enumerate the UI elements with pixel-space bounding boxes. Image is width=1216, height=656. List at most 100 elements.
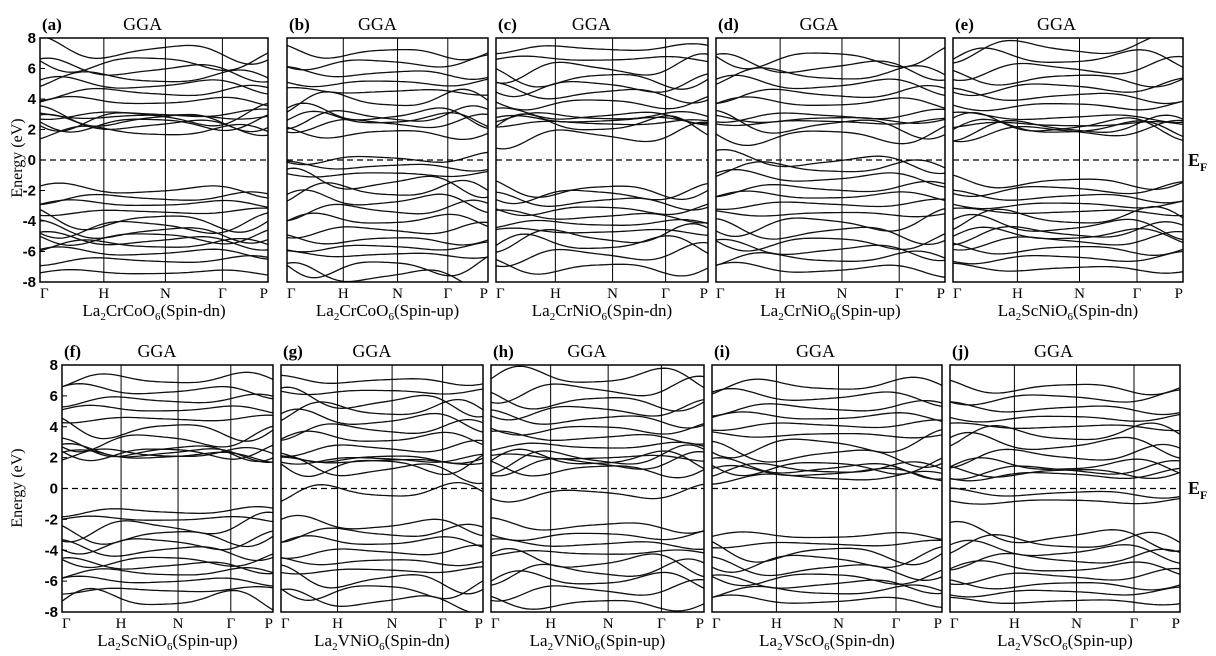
bands-group xyxy=(287,44,488,282)
x-tick-label: H xyxy=(338,286,349,302)
band-line xyxy=(62,414,273,424)
band-line xyxy=(496,107,708,125)
band-line xyxy=(62,417,273,442)
y-tick-label: 2 xyxy=(28,122,36,139)
band-line xyxy=(491,460,704,479)
panel-letter: (c) xyxy=(498,15,517,34)
compound-label: La2VScO6(Spin-up) xyxy=(997,631,1133,653)
band-line xyxy=(950,520,1180,552)
band-line xyxy=(491,422,704,436)
band-line xyxy=(950,422,1180,432)
band-line xyxy=(287,167,488,199)
x-tick-label: Γ xyxy=(226,616,235,632)
band-line xyxy=(953,120,1183,129)
x-tick-label: Γ xyxy=(438,616,447,632)
method-label: GGA xyxy=(358,14,397,34)
band-line xyxy=(491,398,704,421)
band-line xyxy=(40,75,268,95)
band-line xyxy=(40,57,268,83)
band-line xyxy=(62,587,273,611)
method-label: GGA xyxy=(352,341,391,361)
band-line xyxy=(712,440,942,469)
bands-group xyxy=(953,38,1183,274)
band-line xyxy=(712,457,942,477)
band-line xyxy=(40,208,268,233)
band-line xyxy=(40,114,268,133)
band-line xyxy=(712,531,942,541)
band-line xyxy=(950,579,1180,591)
band-line xyxy=(953,250,1183,265)
panel-letter: (h) xyxy=(493,342,514,361)
band-line xyxy=(62,383,273,400)
band-line xyxy=(953,262,1183,274)
panel-frame xyxy=(949,364,1181,613)
band-line xyxy=(281,514,483,537)
y-tick-label: 8 xyxy=(50,357,58,374)
band-line xyxy=(62,525,273,548)
band-line xyxy=(496,114,708,126)
band-line xyxy=(716,125,945,147)
band-line xyxy=(953,111,1183,124)
compound-label: La2CrNiO6(Spin-dn) xyxy=(532,301,672,323)
y-tick-label: 4 xyxy=(50,419,59,436)
band-line xyxy=(491,558,704,586)
x-tick-label: P xyxy=(480,286,488,302)
band-line xyxy=(62,437,273,463)
band-line xyxy=(950,379,1180,396)
band-line xyxy=(950,459,1180,480)
band-line xyxy=(40,108,268,121)
band-line xyxy=(287,179,488,202)
band-line xyxy=(40,112,268,120)
band-line xyxy=(62,404,273,414)
band-line xyxy=(281,398,483,422)
x-tick-label: P xyxy=(475,616,483,632)
x-tick-label: H xyxy=(1012,286,1023,302)
band-line xyxy=(716,190,945,202)
x-tick-label: Γ xyxy=(892,616,901,632)
method-label: GGA xyxy=(800,14,839,34)
band-line xyxy=(287,78,488,88)
band-line xyxy=(496,110,708,123)
band-line xyxy=(950,443,1180,469)
x-tick-label: Γ xyxy=(657,616,666,632)
band-line xyxy=(950,531,1180,554)
x-tick-label: N xyxy=(1071,616,1082,632)
band-line xyxy=(496,55,708,63)
y-tick-label: 6 xyxy=(28,61,36,78)
bands-group xyxy=(281,374,483,612)
band-line xyxy=(953,38,1183,64)
compound-label: La2CrNiO6(Spin-up) xyxy=(760,301,900,323)
panel-letter: (j) xyxy=(952,342,969,361)
band-line xyxy=(40,230,268,251)
band-line xyxy=(712,411,942,423)
method-label: GGA xyxy=(572,14,611,34)
band-line xyxy=(40,255,268,267)
band-line xyxy=(496,191,708,211)
band-line xyxy=(716,238,945,262)
panel-letter: (b) xyxy=(289,15,310,34)
band-line xyxy=(950,596,1180,606)
x-tick-label: Γ xyxy=(491,616,500,632)
band-line xyxy=(281,580,483,601)
band-line xyxy=(40,105,268,133)
band-line xyxy=(491,538,704,550)
compound-label: La2ScNiO6(Spin-dn) xyxy=(998,301,1138,323)
panel-frame xyxy=(711,364,943,613)
band-line xyxy=(496,43,708,55)
band-line xyxy=(491,595,704,612)
band-line xyxy=(62,443,273,464)
band-line xyxy=(287,241,488,253)
fermi-label-bottom: EF xyxy=(1188,478,1207,502)
band-line xyxy=(287,102,488,130)
band-line xyxy=(953,174,1183,191)
y-tick-label: -4 xyxy=(23,213,37,230)
band-line xyxy=(950,457,1180,474)
band-line xyxy=(62,575,273,587)
panel-frame xyxy=(715,37,946,283)
band-line xyxy=(716,53,945,81)
band-line xyxy=(953,189,1183,204)
x-tick-label: P xyxy=(1172,616,1180,632)
x-tick-label: Γ xyxy=(1130,616,1139,632)
x-tick-label: Γ xyxy=(287,286,296,302)
